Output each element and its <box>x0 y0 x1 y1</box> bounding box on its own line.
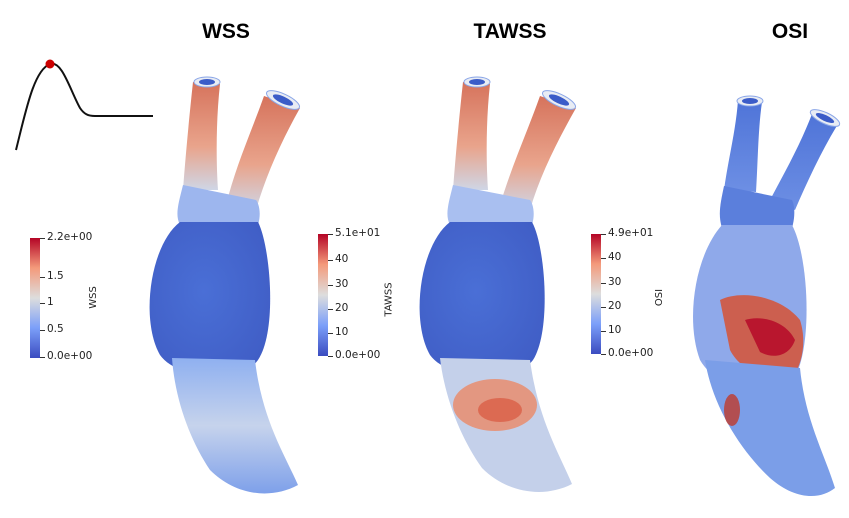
tawss-tick: 20 <box>335 302 349 314</box>
wss-colorbar-gradient <box>30 238 40 358</box>
waveform-curve <box>15 62 153 151</box>
osi-colorbar-gradient <box>591 234 601 354</box>
osi-tick-min: 0.0e+00 <box>608 347 654 359</box>
tawss-tick-max: 5.1e+01 <box>335 227 381 239</box>
osi-tick-max: 4.9e+01 <box>608 227 654 239</box>
wss-tick: 1 <box>47 296 54 308</box>
panel-title-wss: WSS <box>202 20 250 43</box>
wss-tick: 1.5 <box>47 270 64 282</box>
tawss-tick: 30 <box>335 278 349 290</box>
osi-tick: 10 <box>608 324 622 336</box>
tawss-colorbar-label: TAWSS <box>383 282 395 317</box>
osi-colorbar-label: OSI <box>654 288 666 307</box>
waveform-inset <box>15 59 153 151</box>
wss-tick: 0.5 <box>47 323 64 335</box>
tawss-colorbar-gradient <box>318 234 328 356</box>
wss-colorbar-label: WSS <box>87 286 99 309</box>
tawss-tick: 40 <box>335 253 349 265</box>
panel-title-osi: OSI <box>771 20 809 43</box>
tawss-tick-min: 0.0e+00 <box>335 349 381 361</box>
osi-tick: 40 <box>608 251 622 263</box>
wss-tick-min: 0.0e+00 <box>47 350 93 362</box>
wss-tick-max: 2.2e+00 <box>47 231 93 243</box>
osi-tick: 30 <box>608 276 622 288</box>
vessel-osi <box>693 95 841 497</box>
vessel-wss <box>149 76 301 494</box>
vessel-tawss <box>419 76 577 492</box>
waveform-marker <box>45 59 55 69</box>
osi-tick: 20 <box>608 300 622 312</box>
panel-title-tawss: TAWSS <box>473 20 547 43</box>
tawss-tick: 10 <box>335 326 349 338</box>
